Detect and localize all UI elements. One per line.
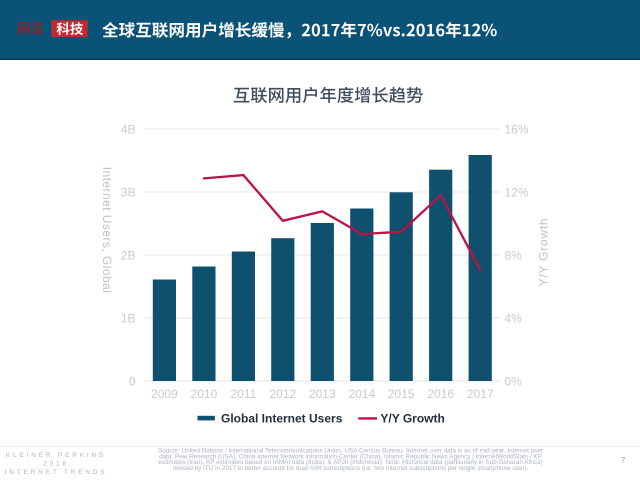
svg-text:2015: 2015 [388,387,415,401]
svg-text:2014: 2014 [348,387,375,401]
svg-text:2016: 2016 [427,387,454,401]
svg-text:8%: 8% [505,248,523,262]
svg-text:2012: 2012 [269,387,296,401]
svg-text:2009: 2009 [151,387,178,401]
svg-text:2011: 2011 [230,387,256,401]
svg-text:Internet Users, Global: Internet Users, Global [100,167,114,294]
svg-text:4B: 4B [121,122,136,136]
svg-text:2013: 2013 [309,387,336,401]
svg-text:data: Pew Research (USA), Chin: data: Pew Research (USA), China Internet… [159,453,542,460]
svg-text:2018: 2018 [43,460,69,467]
svg-text:1B: 1B [121,311,136,325]
svg-text:2B: 2B [121,248,136,262]
svg-text:2010: 2010 [191,387,218,401]
svg-text:3B: 3B [121,185,136,199]
svg-text:7: 7 [621,455,626,465]
svg-text:Y/Y Growth: Y/Y Growth [537,218,551,287]
svg-text:0%: 0% [505,374,523,388]
svg-text:Global Internet Users: Global Internet Users [221,411,343,425]
svg-text:revised by ITU in 2017 to bett: revised by ITU in 2017 to better account… [172,465,528,472]
svg-text:KLEINER PERKINS: KLEINER PERKINS [6,452,106,459]
svg-text:Y/Y Growth: Y/Y Growth [380,411,444,425]
svg-text:0: 0 [129,374,136,388]
svg-text:4%: 4% [505,311,523,325]
svg-text:estimates (Iran). KP estimates: estimates (Iran). KP estimates based on … [158,459,542,466]
svg-text:16%: 16% [505,122,529,136]
svg-text:Source: United Nations / Inter: Source: United Nations / International T… [158,448,543,455]
svg-text:INTERNET TRENDS: INTERNET TRENDS [5,469,108,476]
svg-text:2017: 2017 [467,387,494,401]
svg-text:12%: 12% [505,185,529,199]
